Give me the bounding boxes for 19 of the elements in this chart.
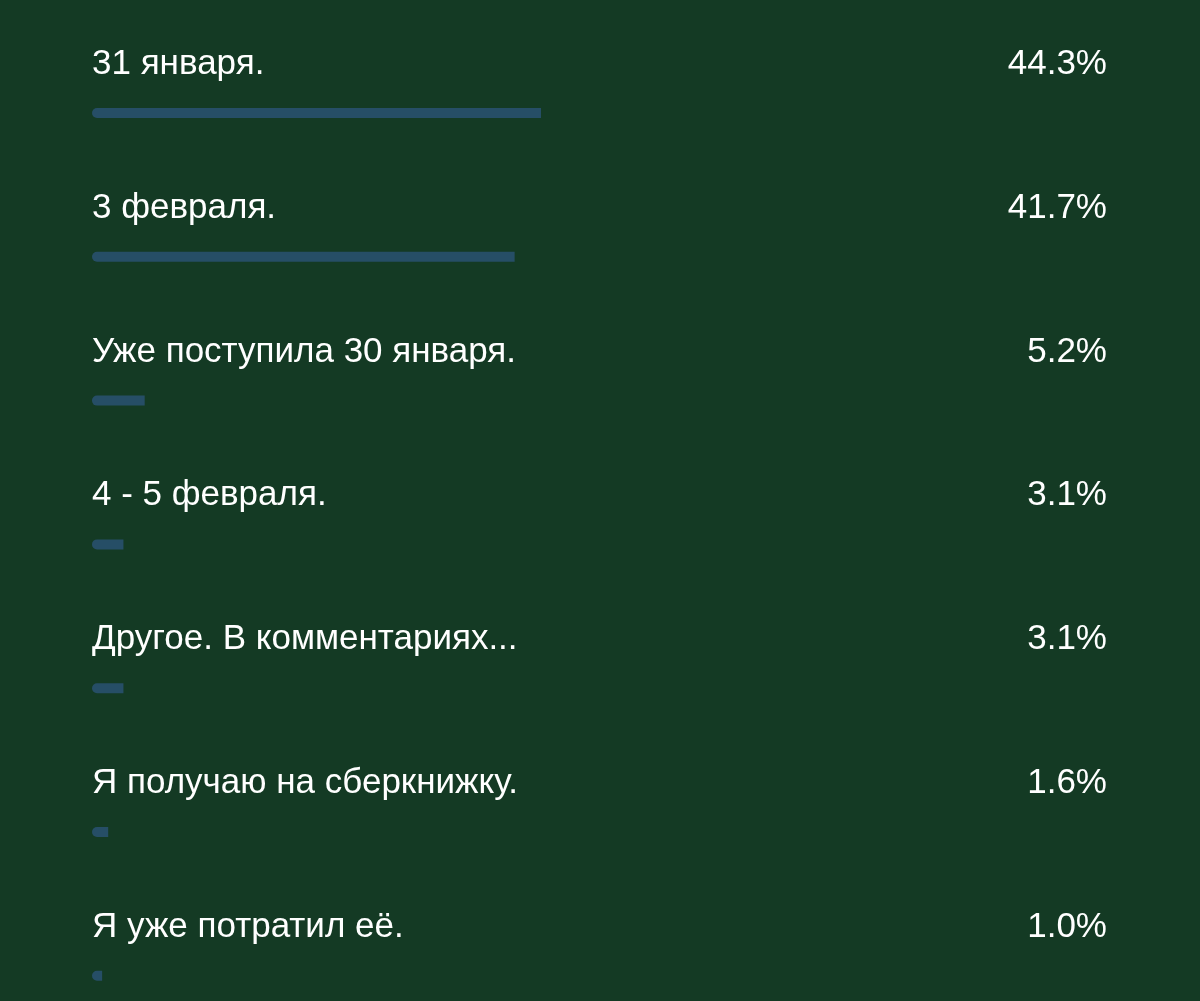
data-label: 1.6%: [1027, 761, 1107, 800]
y-tick-label: 4 - 5 февраля.: [92, 473, 327, 513]
data-label: 3.1%: [1027, 617, 1107, 657]
data-label: 41.7%: [1007, 185, 1107, 225]
y-tick-label: Я получаю на сберкнижку.: [92, 761, 518, 800]
data-label: 3.1%: [1027, 473, 1107, 513]
y-tick-label: Я уже потратил её.: [92, 904, 404, 944]
bar: [92, 539, 124, 550]
data-label: 44.3%: [1007, 42, 1107, 81]
bar: [92, 251, 515, 262]
y-tick-label: Другое. В комментариях...: [92, 617, 518, 657]
data-label: 1.0%: [1027, 904, 1107, 944]
y-tick-label: 31 января.: [92, 42, 265, 81]
y-tick-label: 3 февраля.: [92, 185, 277, 225]
bar: [92, 683, 124, 694]
y-tick-label: Уже поступила 30 января.: [92, 329, 516, 369]
bar: [92, 395, 145, 406]
bar: [92, 108, 541, 118]
data-label: 5.2%: [1027, 329, 1107, 369]
